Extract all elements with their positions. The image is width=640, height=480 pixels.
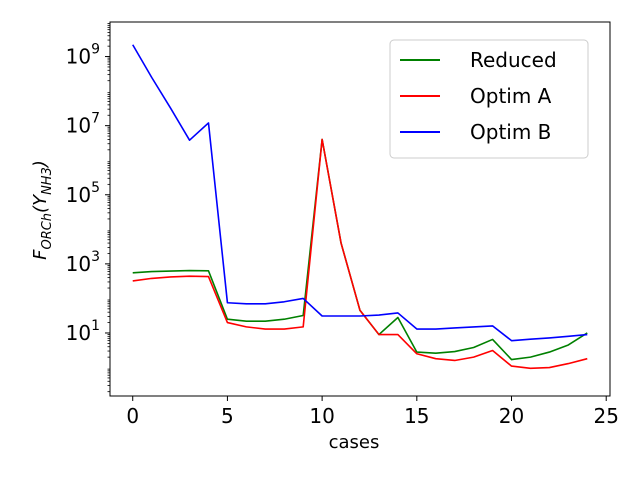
series-line-optim-b	[132, 44, 588, 342]
x-axis-label: cases	[329, 432, 380, 453]
y-tick-label: 109	[66, 42, 100, 69]
legend-label: Optim A	[470, 84, 552, 108]
y-axis-label: FORCh(YNH3)	[30, 160, 55, 260]
y-tick-label: 101	[66, 318, 100, 345]
legend: Reduced Optim A Optim B	[389, 39, 589, 159]
axes-frame	[109, 21, 611, 397]
x-axis-ticks: 0 5 10 15 20 25	[126, 396, 619, 428]
y-axis-ticks: 101 103 105 107 109	[66, 23, 110, 393]
series-line-optim-a	[132, 138, 588, 370]
y-tick-label: 103	[66, 249, 100, 276]
series-line-reduced	[132, 138, 588, 361]
y-tick-label: 107	[66, 111, 100, 138]
legend-label: Optim B	[470, 120, 551, 144]
y-label-arg-open: (Y	[30, 193, 51, 213]
y-tick-label: 105	[66, 180, 100, 207]
series-layer	[132, 44, 588, 370]
x-tick-label: 25	[593, 404, 618, 428]
x-tick-label: 10	[309, 404, 334, 428]
x-tick-label: 0	[126, 404, 139, 428]
legend-box	[389, 39, 589, 159]
y-label-arg-sub: NH3	[40, 167, 55, 195]
x-tick-label: 5	[221, 404, 234, 428]
x-tick-label: 15	[404, 404, 429, 428]
y-label-main: F	[30, 249, 51, 260]
y-label-sub: ORCh	[40, 213, 55, 250]
x-tick-label: 20	[499, 404, 524, 428]
legend-label: Reduced	[470, 48, 557, 72]
y-label-arg-close: )	[30, 160, 51, 169]
